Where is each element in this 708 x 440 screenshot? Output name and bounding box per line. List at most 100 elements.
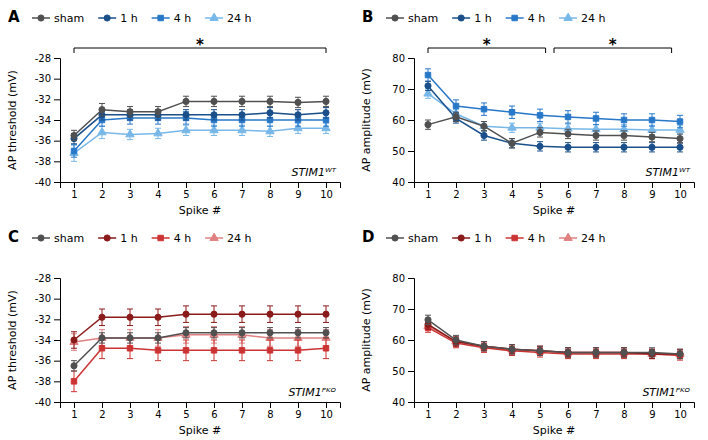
- point: [565, 114, 570, 119]
- panel-title: STIM1ᵂᵀ: [291, 166, 336, 179]
- tick-mark: [298, 402, 299, 408]
- point: [537, 348, 543, 354]
- point: [649, 349, 655, 355]
- series-line: [74, 348, 326, 381]
- tick-label: -32: [35, 94, 51, 105]
- tick: 3: [127, 182, 133, 200]
- tick-label: -40: [35, 397, 51, 408]
- legend-symbol: [158, 235, 163, 240]
- tick: 50: [392, 366, 414, 377]
- tick-label: 8: [267, 409, 273, 420]
- tick-label: 4: [509, 409, 515, 420]
- legend-label: 1 h: [474, 12, 491, 25]
- point: [183, 330, 189, 336]
- tick: -28: [35, 273, 60, 284]
- tick: 5: [183, 402, 189, 420]
- tick-mark: [54, 278, 60, 279]
- tick: 4: [509, 182, 515, 200]
- tick-mark: [326, 182, 327, 188]
- panel-title: STIM1ᴾᴷᴼ: [642, 386, 690, 399]
- x-axis-label: Spike #: [179, 204, 221, 217]
- point: [481, 123, 487, 129]
- tick-label: 1: [425, 409, 431, 420]
- tick-mark: [408, 309, 414, 310]
- x-axis-label: Spike #: [533, 424, 575, 437]
- series: [71, 328, 329, 371]
- point: [323, 98, 329, 104]
- error-bar: [621, 348, 627, 357]
- x-axis: 12345678910: [415, 182, 695, 200]
- series-line: [428, 86, 680, 147]
- series: [71, 96, 329, 140]
- tick-mark: [54, 340, 60, 341]
- tick-mark: [54, 182, 60, 183]
- y-axis-label: AP amplitude (mV): [360, 68, 373, 172]
- plot-area: [424, 69, 684, 152]
- point: [537, 143, 543, 149]
- tick: -28: [35, 53, 60, 64]
- error-bar: [183, 110, 189, 120]
- tick-mark: [242, 182, 243, 188]
- tick-mark: [54, 120, 60, 121]
- point: [509, 140, 515, 146]
- legend-symbol: [38, 235, 44, 241]
- error-bar: [649, 114, 655, 126]
- error-bar: [127, 309, 133, 326]
- tick-label: 2: [99, 409, 105, 420]
- tick-label: 4: [155, 409, 161, 420]
- tick-mark: [408, 89, 414, 90]
- legend-symbol: [158, 15, 163, 20]
- tick-mark: [408, 182, 414, 183]
- error-bar: [649, 132, 655, 141]
- error-bar: [565, 129, 571, 138]
- error-bar: [593, 348, 599, 357]
- point: [621, 349, 627, 355]
- point: [425, 83, 431, 89]
- tick-mark: [408, 278, 414, 279]
- point: [71, 379, 76, 384]
- point: [155, 348, 160, 353]
- point: [425, 72, 430, 77]
- error-bar: [71, 145, 77, 162]
- tick-mark: [54, 381, 60, 382]
- series-line: [74, 333, 326, 366]
- tick: -40: [35, 397, 60, 408]
- series: [71, 108, 329, 144]
- point: [267, 110, 273, 116]
- tick-label: 4: [509, 189, 515, 200]
- tick-mark: [428, 182, 429, 188]
- tick-label: -38: [35, 376, 51, 387]
- tick: 7: [239, 402, 245, 420]
- tick-mark: [214, 402, 215, 408]
- error-bar: [99, 333, 105, 343]
- tick: 2: [453, 402, 459, 420]
- tick: 2: [99, 402, 105, 420]
- point: [481, 132, 487, 138]
- series: [71, 112, 329, 157]
- point: [127, 314, 133, 320]
- tick-mark: [54, 99, 60, 100]
- tick-mark: [74, 402, 75, 408]
- panel-letter: C: [8, 228, 19, 246]
- tick-label: -36: [35, 355, 51, 366]
- tick-mark: [680, 402, 681, 408]
- error-bar: [267, 328, 273, 338]
- plot-area: [70, 306, 330, 392]
- error-bar: [267, 340, 273, 361]
- tick-mark: [652, 402, 653, 408]
- point: [295, 348, 300, 353]
- tick: -32: [35, 94, 60, 105]
- error-bar: [295, 340, 301, 361]
- y-axis: 4050607080: [392, 53, 414, 188]
- tick-label: 60: [392, 115, 405, 126]
- panel-letter: B: [362, 8, 373, 26]
- series-line: [74, 118, 326, 151]
- tick-mark: [54, 161, 60, 162]
- tick-mark: [74, 182, 75, 188]
- error-bar: [99, 309, 105, 326]
- tick-mark: [568, 402, 569, 408]
- error-bar: [481, 342, 487, 351]
- x-axis-label: Spike #: [179, 424, 221, 437]
- legend-label: 24 h: [227, 232, 251, 245]
- legend-label: 1 h: [474, 232, 491, 245]
